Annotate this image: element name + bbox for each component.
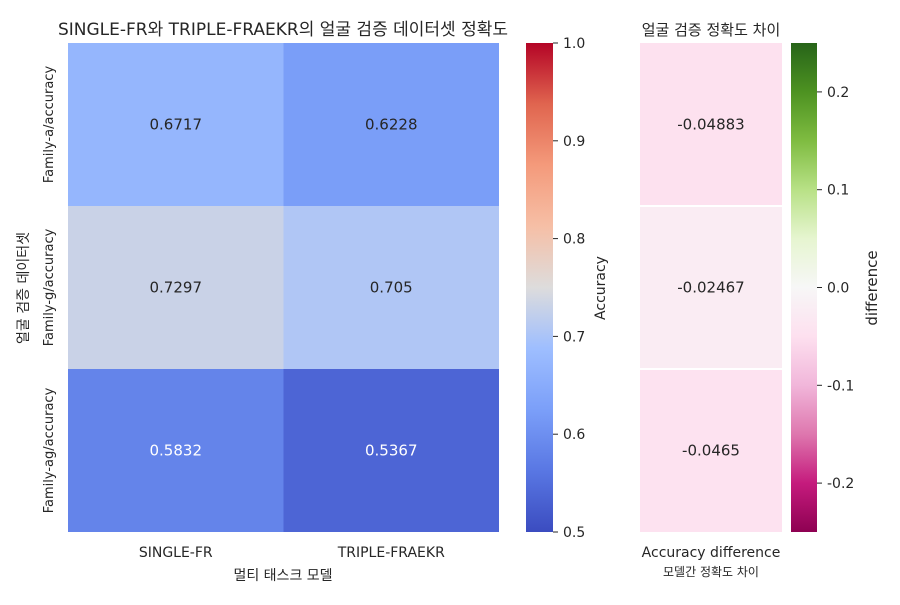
difference-colorbar-label: difference	[863, 250, 881, 325]
heatmap-row-label: Family-a/accuracy	[42, 66, 57, 184]
accuracy-colorbar: 0.5 0.6 0.7 0.8 0.9 1.0 Accuracy	[526, 36, 609, 541]
heatmap-cell	[283, 369, 499, 532]
difference-colorbar-ticks: 0.2 0.1 0.0 -0.1 -0.2	[817, 85, 854, 492]
accuracy-colorbar-gradient	[526, 43, 553, 532]
heatmap-cell-value: -0.04883	[677, 116, 744, 134]
heatmap-cell-value: -0.0465	[682, 442, 740, 460]
heatmap-column-label: Accuracy difference	[642, 545, 781, 561]
accuracy-heatmap-column-labels: SINGLE-FR TRIPLE-FRAEKR	[139, 545, 445, 561]
heatmap-cell	[68, 43, 284, 206]
difference-heatmap-cells: -0.04883 -0.02467 -0.0465	[640, 43, 782, 532]
heatmap-cell	[68, 206, 284, 369]
accuracy-heatmap-y-axis-label: 얼굴 검증 데이터셋	[16, 232, 32, 344]
colorbar-tick-label: 0.5	[563, 525, 585, 541]
heatmap-cell-value: 0.7297	[150, 279, 203, 297]
colorbar-tick-label: 0.9	[563, 134, 585, 150]
colorbar-tick-label: 0.2	[827, 85, 849, 101]
heatmap-cell	[283, 43, 499, 206]
heatmap-cell-value: 0.5367	[365, 442, 418, 460]
heatmap-cell-value: 0.6228	[365, 116, 418, 134]
difference-heatmap-title: 얼굴 검증 정확도 차이	[642, 21, 781, 39]
heatmap-cell-value: -0.02467	[677, 279, 744, 297]
colorbar-tick-label: 0.6	[563, 427, 585, 443]
heatmap-cell	[68, 369, 284, 532]
heatmap-cell	[640, 369, 782, 532]
difference-colorbar-gradient	[791, 43, 817, 532]
accuracy-heatmap-x-axis-label: 멀티 태스크 모델	[233, 568, 332, 584]
colorbar-tick-label: -0.2	[827, 476, 854, 492]
heatmap-row-label: Family-ag/accuracy	[42, 387, 57, 513]
accuracy-colorbar-ticks: 0.5 0.6 0.7 0.8 0.9 1.0	[553, 36, 585, 541]
accuracy-heatmap-title: SINGLE-FR와 TRIPLE-FRAEKR의 얼굴 검증 데이터셋 정확도	[58, 20, 508, 40]
colorbar-tick-label: 0.8	[563, 232, 585, 248]
heatmap-cell-value: 0.6717	[150, 116, 203, 134]
difference-heatmap-x-axis-label: 모델간 정확도 차이	[663, 565, 759, 579]
heatmap-cell-value: 0.705	[370, 279, 413, 297]
accuracy-heatmap-row-labels: Family-a/accuracy Family-g/accuracy Family…	[42, 66, 57, 514]
colorbar-tick-label: 1.0	[563, 36, 585, 52]
colorbar-tick-label: -0.1	[827, 378, 854, 394]
colorbar-tick-label: 0.0	[827, 281, 849, 297]
heatmap-cell-value: 0.5832	[150, 442, 203, 460]
heatmap-row-label: Family-g/accuracy	[42, 228, 57, 346]
heatmap-cell	[640, 206, 782, 369]
accuracy-heatmap: SINGLE-FR와 TRIPLE-FRAEKR의 얼굴 검증 데이터셋 정확도…	[16, 20, 508, 584]
accuracy-colorbar-label: Accuracy	[593, 256, 609, 320]
difference-colorbar: 0.2 0.1 0.0 -0.1 -0.2 difference	[791, 43, 881, 532]
heatmap-column-label: TRIPLE-FRAEKR	[337, 545, 445, 561]
heatmap-column-label: SINGLE-FR	[139, 545, 213, 561]
difference-heatmap-column-labels: Accuracy difference	[642, 545, 781, 561]
colorbar-tick-label: 0.1	[827, 183, 849, 199]
difference-heatmap: 얼굴 검증 정확도 차이 -0.04883 -0.02467 -0.0465 Acc…	[640, 21, 782, 579]
heatmap-cell	[283, 206, 499, 369]
colorbar-tick-label: 0.7	[563, 329, 585, 345]
heatmap-cell	[640, 43, 782, 206]
accuracy-heatmap-cells: 0.6717 0.6228 0.7297 0.705 0.5832 0.5367	[68, 43, 499, 532]
